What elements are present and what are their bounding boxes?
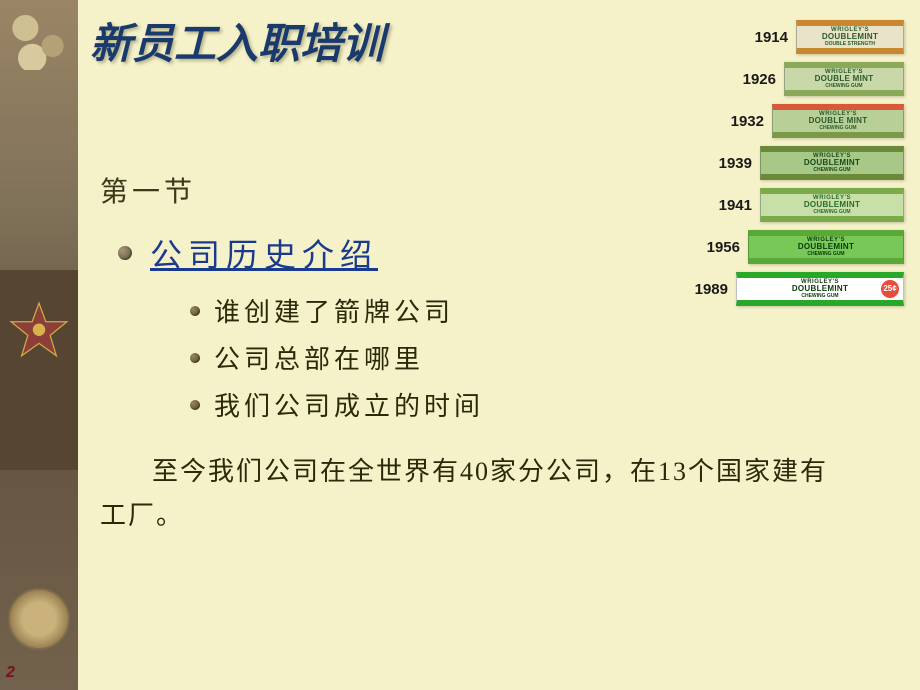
section-label: 第一节	[100, 170, 720, 210]
sub-bullet-list: 谁创建了箭牌公司 公司总部在哪里 我们公司成立的时间	[190, 292, 720, 423]
timeline-year: 1989	[695, 281, 728, 298]
gum-subtitle: CHEWING GUM	[825, 84, 862, 90]
page-number: 2	[6, 664, 15, 682]
gum-pack: WRIGLEY'SDOUBLEMINTDOUBLE STRENGTH	[796, 20, 904, 54]
content-area: 第一节 公司历史介绍 谁创建了箭牌公司 公司总部在哪里 我们公司成立的时间	[100, 170, 720, 433]
gum-subtitle: CHEWING GUM	[813, 210, 850, 216]
timeline-row: 1932 WRIGLEY'SDOUBLE MINTCHEWING GUM	[674, 104, 904, 138]
timeline-year: 1926	[743, 71, 776, 88]
sub-bullet-item: 谁创建了箭牌公司	[190, 292, 720, 329]
bullet-icon	[190, 400, 200, 410]
star-ornament-icon	[8, 300, 70, 362]
timeline-year: 1914	[755, 29, 788, 46]
gum-subtitle: CHEWING GUM	[819, 126, 856, 132]
gum-pack: WRIGLEY'SDOUBLE MINTCHEWING GUM	[784, 62, 904, 96]
bullet-icon	[190, 306, 200, 316]
timeline-row: 1926 WRIGLEY'SDOUBLE MINTCHEWING GUM	[674, 62, 904, 96]
gum-pack: WRIGLEY'SDOUBLEMINTCHEWING GUM	[760, 188, 904, 222]
decorative-sidebar	[0, 0, 78, 690]
gum-subtitle: CHEWING GUM	[807, 252, 844, 258]
gum-pack: WRIGLEY'SDOUBLEMINTCHEWING GUM	[760, 146, 904, 180]
timeline-year: 1939	[719, 155, 752, 172]
bullet-icon	[190, 353, 200, 363]
gum-subtitle: DOUBLE STRENGTH	[825, 42, 875, 48]
bullet-icon	[118, 246, 132, 260]
timeline-row: 1939 WRIGLEY'SDOUBLEMINTCHEWING GUM	[674, 146, 904, 180]
summary-paragraph: 至今我们公司在全世界有40家分公司，在13个国家建有工厂。	[100, 450, 840, 538]
timeline-row: 1941 WRIGLEY'SDOUBLEMINTCHEWING GUM	[674, 188, 904, 222]
timeline-year: 1941	[719, 197, 752, 214]
timeline-row: 1989WRIGLEY'SDOUBLEMINTCHEWING GUM25¢	[674, 272, 904, 306]
sidebar-ornament-top	[5, 10, 73, 70]
gum-pack: WRIGLEY'SDOUBLEMINTCHEWING GUM25¢	[736, 272, 904, 306]
sub-bullet-text: 公司总部在哪里	[214, 339, 424, 376]
sub-bullet-text: 我们公司成立的时间	[214, 386, 484, 423]
sub-bullet-item: 公司总部在哪里	[190, 339, 720, 376]
sub-bullet-item: 我们公司成立的时间	[190, 386, 720, 423]
gum-pack: WRIGLEY'SDOUBLE MINTCHEWING GUM	[772, 104, 904, 138]
timeline-row: 1956 WRIGLEY'SDOUBLEMINTCHEWING GUM	[674, 230, 904, 264]
price-badge: 25¢	[881, 280, 899, 298]
summary-text: 至今我们公司在全世界有40家分公司，在13个国家建有工厂。	[100, 457, 828, 530]
timeline-row: 1914 WRIGLEY'SDOUBLEMINTDOUBLE STRENGTH	[674, 20, 904, 54]
timeline-year: 1932	[731, 113, 764, 130]
gum-pack: WRIGLEY'SDOUBLEMINTCHEWING GUM	[748, 230, 904, 264]
product-timeline: 1914WRIGLEY'SDOUBLEMINTDOUBLE STRENGTH19…	[674, 20, 904, 314]
gum-subtitle: CHEWING GUM	[813, 168, 850, 174]
main-bullet-text: 公司历史介绍	[150, 230, 378, 276]
timeline-year: 1956	[707, 239, 740, 256]
sub-bullet-text: 谁创建了箭牌公司	[214, 292, 454, 329]
gum-subtitle: CHEWING GUM	[801, 294, 838, 300]
slide-title: 新员工入职培训	[90, 10, 384, 71]
main-bullet-row: 公司历史介绍	[118, 230, 720, 276]
compass-ornament-icon	[8, 588, 70, 650]
